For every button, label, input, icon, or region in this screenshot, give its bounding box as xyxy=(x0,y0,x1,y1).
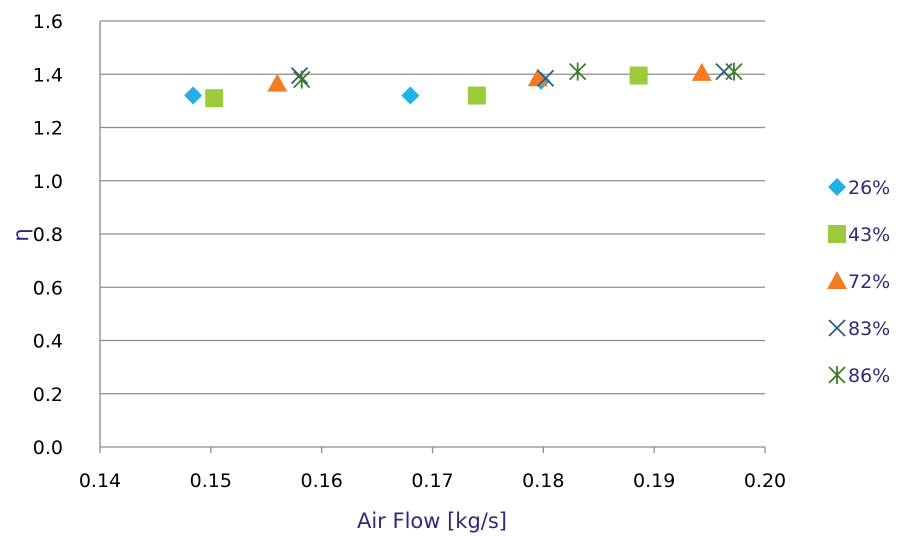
y-tick-label: 0.4 xyxy=(33,331,63,353)
x-tick-label: 0.19 xyxy=(633,470,675,492)
x-axis-title: Air Flow [kg/s] xyxy=(357,509,507,533)
data-point xyxy=(629,66,648,85)
data-points xyxy=(184,62,743,108)
y-tick-label: 0.0 xyxy=(33,437,63,459)
data-point xyxy=(290,66,309,85)
data-point xyxy=(691,62,712,81)
y-tick-label: 0.2 xyxy=(33,384,63,406)
x-tick-label: 0.20 xyxy=(744,470,786,492)
data-point xyxy=(205,89,224,108)
x-tick-label: 0.15 xyxy=(190,470,232,492)
x-tick-labels: 0.14 0.15 0.16 0.17 0.18 0.19 0.20 xyxy=(79,470,786,492)
legend-label: 72% xyxy=(848,271,890,293)
legend-marker xyxy=(828,319,846,337)
x-tick-label: 0.18 xyxy=(522,470,564,492)
y-tick-label: 1.0 xyxy=(33,171,63,193)
x-tick-label: 0.14 xyxy=(79,470,121,492)
y-tick-label: 0.8 xyxy=(33,224,63,246)
legend-item: 26% xyxy=(828,177,890,199)
data-point xyxy=(293,70,311,89)
gridlines xyxy=(100,20,765,395)
legend: 26% 43% 72% 83% 86% xyxy=(827,177,890,387)
y-tick-label: 0.6 xyxy=(33,277,63,299)
data-point xyxy=(725,62,743,81)
legend-item: 83% xyxy=(828,318,890,340)
data-point xyxy=(401,86,420,105)
data-point xyxy=(267,73,288,92)
legend-label: 86% xyxy=(848,365,890,387)
y-tick-label: 1.2 xyxy=(33,118,63,140)
axes xyxy=(99,21,766,453)
y-tick-label: 1.4 xyxy=(33,64,63,86)
legend-marker xyxy=(828,178,846,196)
data-point xyxy=(569,62,587,81)
legend-item: 72% xyxy=(827,271,890,293)
y-tick-label: 1.6 xyxy=(33,11,63,33)
legend-label: 26% xyxy=(848,177,890,199)
x-tick-label: 0.16 xyxy=(301,470,343,492)
legend-label: 83% xyxy=(848,318,890,340)
y-tick-labels: 0.0 0.2 0.4 0.6 0.8 1.0 1.2 1.4 1.6 xyxy=(33,11,63,459)
x-tick-label: 0.17 xyxy=(411,470,453,492)
data-point xyxy=(467,86,486,105)
legend-item: 43% xyxy=(828,224,890,246)
legend-marker xyxy=(827,271,847,289)
data-point xyxy=(184,86,203,105)
data-point xyxy=(536,69,555,87)
legend-item: 86% xyxy=(828,365,890,387)
legend-label: 43% xyxy=(848,224,890,246)
y-axis-title: η xyxy=(9,228,33,241)
legend-marker xyxy=(828,366,846,384)
legend-marker xyxy=(828,225,846,243)
